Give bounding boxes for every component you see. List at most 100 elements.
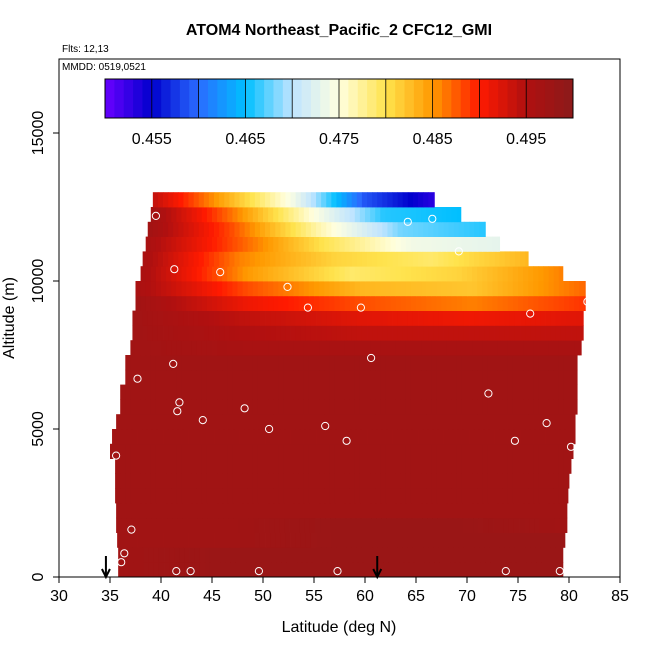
heat-cell: [436, 295, 442, 311]
heat-cell: [166, 369, 172, 385]
heat-cell: [260, 547, 267, 563]
heat-cell: [518, 340, 524, 356]
heat-cell: [293, 207, 300, 223]
heat-cell: [298, 458, 305, 474]
heat-cell: [217, 488, 223, 504]
heat-cell: [370, 266, 376, 282]
heat-cell: [344, 295, 351, 311]
heat-cell: [472, 236, 478, 252]
heat-cell: [334, 369, 340, 385]
x-tick-label: 50: [254, 588, 272, 605]
heat-cell: [293, 355, 300, 371]
x-axis-label: Latitude (deg N): [282, 619, 397, 636]
heat-cell: [215, 562, 221, 578]
heat-cell: [201, 399, 208, 415]
heat-cell: [137, 532, 144, 548]
heat-cell: [500, 547, 507, 563]
heat-cell: [321, 310, 327, 326]
heat-cell: [470, 562, 476, 578]
heat-cell: [386, 503, 392, 519]
heat-cell: [487, 488, 493, 504]
heat-cell: [309, 503, 316, 519]
heat-cell: [268, 355, 274, 371]
heat-cell: [150, 458, 157, 474]
heat-cell: [130, 384, 136, 400]
heat-cell: [367, 221, 373, 237]
heat-cell: [217, 207, 223, 223]
heat-cell: [304, 414, 311, 430]
heat-cell: [341, 192, 348, 208]
heat-cell: [469, 221, 475, 237]
heat-cell: [560, 325, 567, 341]
heat-cell: [518, 473, 524, 489]
heat-cell: [290, 251, 297, 267]
heat-cell: [570, 414, 576, 430]
heat-cell: [247, 473, 254, 489]
heat-cell: [237, 488, 243, 504]
heat-cell: [293, 295, 300, 311]
heat-cell: [332, 562, 338, 578]
heat-cell: [571, 429, 576, 445]
heat-cell: [298, 281, 305, 297]
heat-cell: [171, 207, 177, 223]
heat-cell: [270, 532, 276, 548]
heat-cell: [467, 295, 473, 311]
heat-cell: [330, 414, 336, 430]
heat-cell: [410, 473, 417, 489]
heat-cell: [523, 369, 529, 385]
heat-cell: [145, 488, 152, 504]
heat-cell: [125, 355, 131, 371]
x-axis: 30 35 40 45 50 55 60 65 70 75 80 85: [50, 577, 629, 605]
heat-cell: [183, 221, 189, 237]
heat-cell: [461, 236, 468, 252]
heat-cell: [314, 488, 320, 504]
heat-cell: [286, 562, 292, 578]
heat-cell: [456, 207, 462, 223]
heat-cell: [266, 562, 272, 578]
observation-point: [283, 282, 292, 291]
heat-cell: [370, 369, 376, 385]
heat-cell: [232, 207, 238, 223]
colorbar-segment: [395, 79, 406, 118]
heat-cell: [273, 473, 279, 489]
heat-cell: [294, 503, 301, 519]
heat-cell: [263, 340, 269, 356]
heat-cell: [448, 429, 455, 445]
heat-cell: [502, 355, 509, 371]
heat-cell: [305, 532, 312, 548]
heat-cell: [245, 547, 252, 563]
heat-cell: [116, 517, 122, 533]
heat-cell: [543, 281, 549, 297]
heat-cell: [242, 443, 249, 459]
heat-cell: [331, 310, 337, 326]
heat-cell: [299, 414, 306, 430]
heat-cell: [174, 547, 180, 563]
heat-cell: [553, 458, 560, 474]
heat-cell: [253, 414, 260, 430]
heat-cell: [492, 473, 498, 489]
heat-cell: [135, 295, 141, 311]
heat-cell: [478, 414, 484, 430]
heat-cell: [468, 414, 474, 430]
heat-cell: [356, 429, 363, 445]
colorbar-segment: [282, 79, 293, 118]
heat-cell: [137, 325, 144, 341]
heat-cell: [401, 517, 408, 533]
heat-cell: [206, 488, 213, 504]
heat-cell: [151, 414, 158, 430]
heat-cell: [130, 488, 136, 504]
colorbar-segment: [170, 79, 181, 118]
heat-cell: [390, 355, 396, 371]
heat-cell: [361, 429, 368, 445]
heat-cell: [254, 532, 261, 548]
heat-cell: [171, 443, 177, 459]
heat-cell: [268, 295, 274, 311]
heat-cell: [295, 251, 302, 267]
heat-cell: [533, 399, 539, 415]
colorbar-segment: [423, 79, 434, 118]
heat-cell: [153, 562, 160, 578]
heat-cell: [507, 488, 514, 504]
heat-cell: [359, 384, 366, 400]
heat-cell: [288, 340, 294, 356]
observation-point: [112, 451, 121, 460]
